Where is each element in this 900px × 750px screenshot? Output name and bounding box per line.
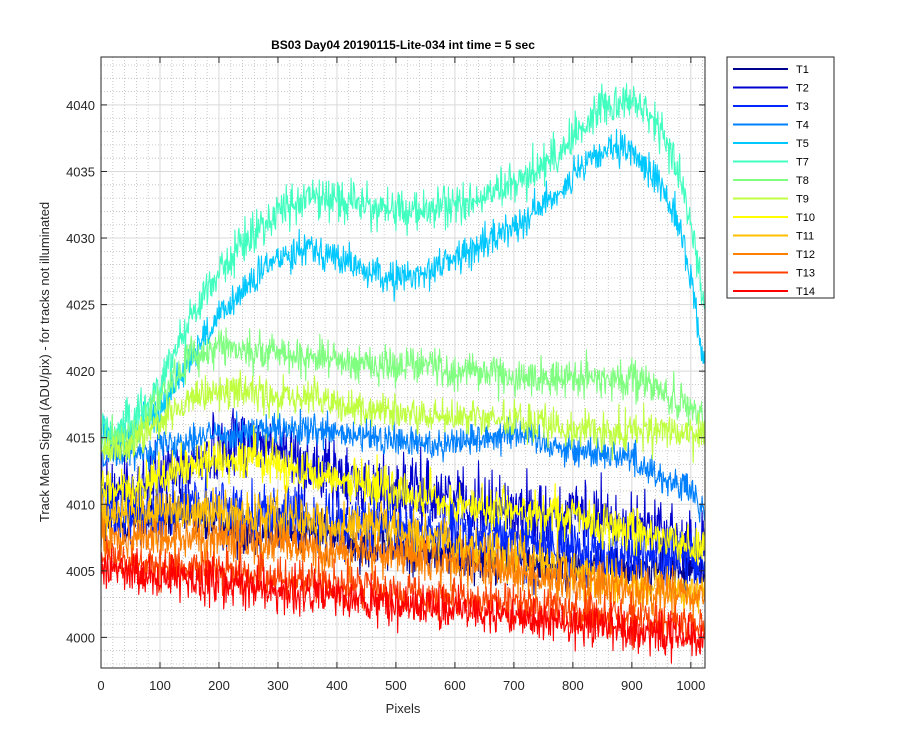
y-tick-label: 4040 [66,98,95,113]
legend-label: T8 [796,175,809,187]
x-tick-label: 900 [621,678,643,693]
y-tick-label: 4035 [66,164,95,179]
x-tick-label: 1000 [676,678,705,693]
series-line-t9 [101,369,705,464]
series-layer [101,83,705,664]
legend-label: T7 [796,157,809,169]
y-tick-label: 4000 [66,630,95,645]
y-axis-label: Track Mean Signal (ADU/pix) - for tracks… [37,202,52,522]
x-tick-label: 0 [97,678,104,693]
legend-label: T4 [796,120,809,132]
x-tick-label: 100 [149,678,171,693]
legend-label: T2 [796,83,809,95]
y-tick-label: 4015 [66,431,95,446]
y-tick-label: 4010 [66,497,95,512]
legend-label: T3 [796,101,809,113]
y-tick-label: 4005 [66,564,95,579]
legend-label: T5 [796,138,809,150]
x-tick-label: 800 [562,678,584,693]
ticks: 0 100 200 300 400 500 600 700 800 900 1000 4000 4005… [66,57,705,693]
legend-label: T13 [796,268,815,280]
legend-box [726,56,835,299]
y-tick-label: 4025 [66,298,95,313]
x-tick-label: 600 [444,678,466,693]
x-tick-label: 300 [267,678,289,693]
x-tick-label: 500 [385,678,407,693]
x-tick-label: 700 [503,678,525,693]
x-axis-label: Pixels [386,701,421,716]
x-tick-label: 400 [326,678,348,693]
series-line-t10 [101,424,705,566]
y-tick-label: 4020 [66,364,95,379]
plot-frame [100,56,706,669]
legend-label: T12 [796,249,815,261]
chart-title: BS03 Day04 20190115-Lite-034 int time = … [271,38,535,52]
legend-label: T11 [796,231,814,243]
series-line-t7 [101,83,705,446]
legend-label: T9 [796,194,809,206]
legend-label: T14 [796,286,815,298]
legend-label: T10 [796,212,815,224]
x-tick-label: 200 [208,678,230,693]
series-line-t14 [101,548,705,664]
series-line-t5 [101,128,705,454]
legend: T1 T2 T3 T4 T5 T7 T8 T9 T10 T11 T12 T13 T14 [726,56,835,299]
legend-label: T1 [796,64,809,76]
series-line-t8 [101,327,705,458]
series-line-t12 [101,511,705,622]
y-tick-label: 4030 [66,231,95,246]
